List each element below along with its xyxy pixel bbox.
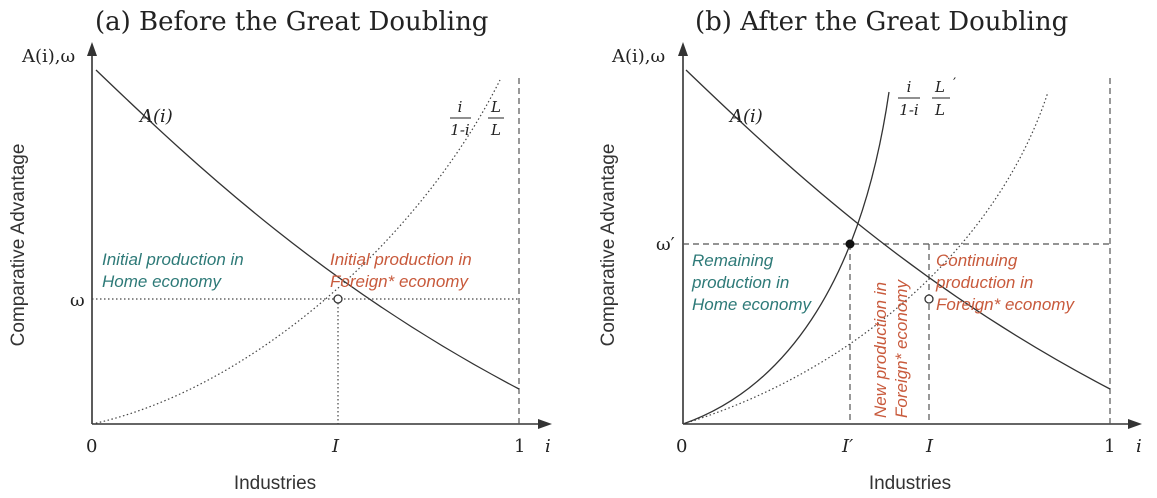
panel-b-omega-label: ω′	[656, 234, 675, 255]
panel-b-x-symbol: i	[1136, 436, 1142, 457]
panel-b-home-text-2: production in	[691, 273, 789, 292]
panel-a-x-axis-label: Industries	[234, 473, 316, 494]
panel-a-y-symbol: A(i),ω	[21, 46, 75, 67]
panel-b-cont-text-3: Foreign* economy	[936, 295, 1075, 314]
panel-b-home-text-1: Remaining	[692, 251, 774, 270]
panel-b-y-symbol: A(i),ω	[611, 46, 665, 67]
svg-text:L: L	[934, 78, 945, 96]
panel-a-equilibrium-point	[333, 294, 343, 304]
svg-text:1-i: 1-i	[899, 101, 919, 119]
panel-b-A-curve	[685, 69, 1111, 390]
panel-b-old-equilibrium-point	[924, 294, 934, 304]
panel-b-cont-text-2: production in	[935, 273, 1033, 292]
panel-b-new-text-2: Foreign* economy	[892, 279, 911, 418]
panel-a-A-curve	[95, 69, 520, 390]
svg-text:1-i: 1-i	[450, 121, 470, 139]
panel-a-home-text-1: Initial production in	[102, 250, 244, 269]
panel-b-curve-label: A(i)	[728, 106, 763, 127]
panel-a-x-arrow	[538, 419, 552, 429]
panel-b-title: (b) After the Great Doubling	[695, 7, 1068, 37]
panel-b-origin-label: 0	[676, 436, 687, 457]
panel-b-cont-text-1: Continuing	[936, 251, 1018, 270]
panel-b-home-text-3: Home economy	[692, 295, 813, 314]
panel-a-omega-label: ω	[70, 290, 85, 311]
panel-a-I-label: I	[331, 436, 340, 457]
panel-a-ratio-label: i 1-i L L	[450, 98, 504, 139]
panel-b-x-arrow	[1128, 419, 1142, 429]
panel-b-I-label: I	[925, 436, 934, 457]
panel-a-y-axis-label: Comparative Advantage	[8, 144, 29, 347]
panel-b-I-prime-label: I′	[841, 436, 853, 457]
svg-text:L: L	[934, 101, 945, 119]
panel-b-one-label: 1	[1104, 436, 1115, 457]
panel-a-curve-label: A(i)	[138, 106, 173, 127]
panel-b: (b) After the Great Doubling A(i),ω i 0 …	[598, 7, 1142, 494]
panel-b-x-axis-label: Industries	[869, 473, 951, 494]
panel-a-ratio-curve	[91, 79, 501, 425]
panel-b-ratio-label: i 1-i L ′ L	[898, 76, 956, 119]
panel-a-foreign-text-2: Foreign* economy	[330, 272, 469, 291]
panel-b-new-text-1: New production in	[871, 282, 890, 418]
panel-a-foreign-text-1: Initial production in	[330, 250, 472, 269]
svg-text:i: i	[458, 98, 463, 116]
panel-b-new-ratio-curve	[682, 91, 890, 425]
svg-text:L: L	[490, 121, 501, 139]
panel-b-y-axis-label: Comparative Advantage	[598, 144, 619, 347]
panel-b-y-arrow	[678, 42, 688, 56]
panel-a-one-label: 1	[514, 436, 525, 457]
panel-a-home-text-2: Home economy	[102, 272, 223, 291]
svg-text:i: i	[907, 78, 912, 96]
panel-a-origin-label: 0	[86, 436, 97, 457]
panel-a-x-symbol: i	[545, 436, 551, 457]
panel-a-title: (a) Before the Great Doubling	[95, 7, 488, 37]
panel-b-new-equilibrium-point	[845, 239, 855, 249]
svg-text:L: L	[490, 98, 501, 116]
panel-a-y-arrow	[87, 42, 97, 56]
panel-b-old-ratio-curve	[682, 91, 1049, 425]
svg-text:′: ′	[953, 76, 956, 92]
panel-a: (a) Before the Great Doubling A(i),ω i 0…	[8, 7, 552, 494]
